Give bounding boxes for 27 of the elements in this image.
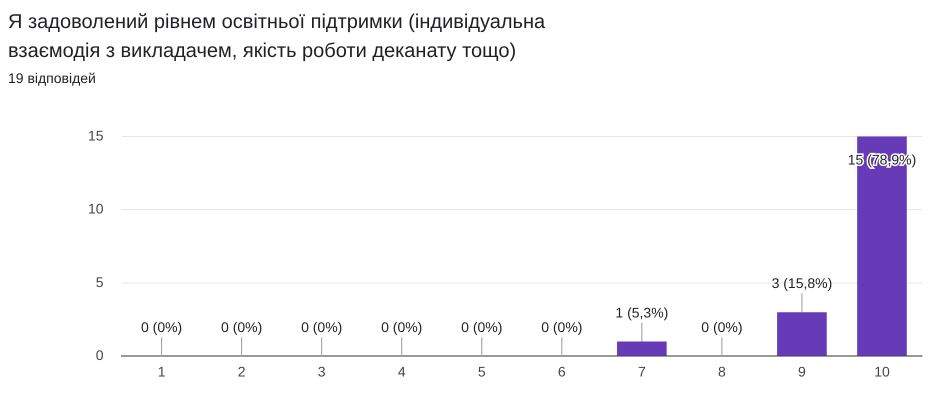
data-label: 0 (0%) bbox=[541, 319, 582, 336]
x-tick-label: 4 bbox=[398, 363, 406, 380]
x-tick-label: 5 bbox=[478, 363, 486, 380]
data-label: 0 (0%) bbox=[221, 319, 262, 336]
chart-subtitle: 19 відповідей bbox=[8, 70, 96, 86]
data-label: 0 (0%) bbox=[140, 319, 182, 336]
data-label: 0 (0%) bbox=[461, 319, 502, 336]
x-tick-label: 1 bbox=[158, 363, 166, 380]
x-tick-label: 6 bbox=[558, 363, 566, 380]
x-tick-label: 2 bbox=[238, 363, 246, 380]
data-label: 0 (0%) bbox=[301, 319, 342, 336]
y-tick-label: 10 bbox=[88, 200, 104, 217]
data-label: 1 (5,3%) bbox=[615, 304, 668, 320]
data-label: 0 (0%) bbox=[381, 319, 422, 336]
x-tick-label: 9 bbox=[798, 363, 806, 380]
x-tick-label: 3 bbox=[318, 363, 326, 380]
data-label: 3 (15,8%) bbox=[772, 275, 832, 292]
x-tick-label: 10 bbox=[874, 363, 890, 380]
y-tick-label: 0 bbox=[96, 347, 104, 364]
y-tick-label: 5 bbox=[96, 274, 104, 290]
x-tick-label: 7 bbox=[638, 363, 646, 380]
chart-title: Я задоволений рівнем освітньої підтримки (індивідуальна взаємодія з викладачем, якість роботи деканату тощо) bbox=[8, 10, 546, 64]
y-tick-label: 15 bbox=[88, 127, 104, 144]
data-label: 0 (0%) bbox=[701, 319, 743, 336]
x-tick-label: 8 bbox=[718, 363, 726, 380]
bar bbox=[617, 342, 667, 356]
bar bbox=[777, 312, 827, 356]
